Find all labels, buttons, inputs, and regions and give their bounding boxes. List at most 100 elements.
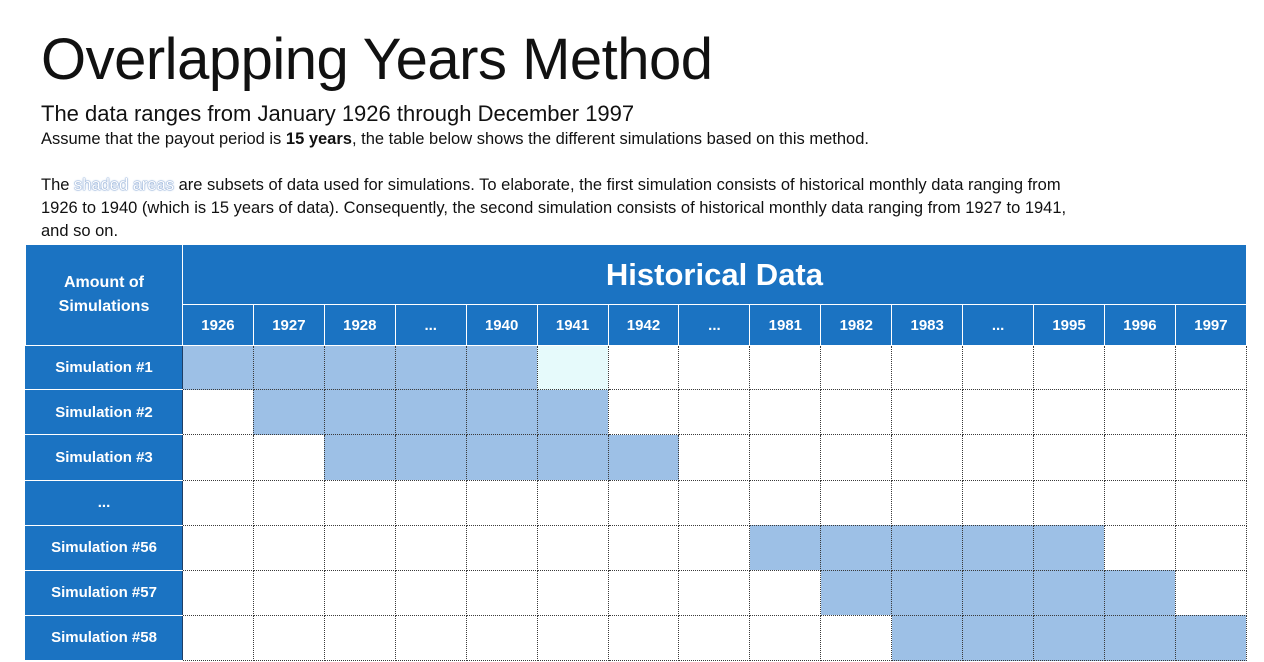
empty-cell bbox=[749, 389, 822, 436]
corner-header: Amount of Simulations bbox=[25, 243, 183, 347]
year-header: 1981 bbox=[749, 304, 822, 347]
empty-cell bbox=[962, 479, 1035, 526]
row-label: Simulation #2 bbox=[25, 389, 183, 436]
shaded-cell bbox=[536, 434, 609, 481]
shaded-cell bbox=[891, 524, 964, 571]
empty-cell bbox=[182, 614, 254, 662]
empty-cell bbox=[678, 434, 751, 481]
year-header: ... bbox=[962, 304, 1035, 347]
empty-cell bbox=[607, 479, 680, 526]
year-header: 1940 bbox=[465, 304, 538, 347]
explanation-prefix: The bbox=[41, 176, 75, 194]
row-label: Simulation #58 bbox=[25, 614, 183, 662]
shaded-cell bbox=[536, 389, 609, 436]
empty-cell bbox=[678, 524, 751, 571]
empty-cell bbox=[678, 569, 751, 616]
empty-cell bbox=[182, 569, 254, 616]
shaded-cell bbox=[323, 434, 396, 481]
empty-cell bbox=[1174, 569, 1247, 616]
shaded-cell bbox=[465, 434, 538, 481]
assumption-text: Assume that the payout period is 15 year… bbox=[41, 128, 869, 150]
row-label: ... bbox=[25, 479, 183, 526]
shaded-cell bbox=[323, 345, 396, 391]
empty-cell bbox=[252, 524, 325, 571]
empty-cell bbox=[749, 479, 822, 526]
year-header: 1942 bbox=[607, 304, 680, 347]
empty-cell bbox=[252, 569, 325, 616]
page-title: Overlapping Years Method bbox=[41, 27, 713, 92]
shaded-cell bbox=[962, 569, 1035, 616]
shaded-cell bbox=[891, 614, 964, 662]
empty-cell bbox=[465, 479, 538, 526]
corner-header-line-2: Simulations bbox=[58, 298, 150, 316]
shaded-cell bbox=[962, 524, 1035, 571]
table-row: Simulation #1 bbox=[25, 345, 1247, 391]
shaded-cell bbox=[1033, 614, 1105, 662]
explanation-line-2: 1926 to 1940 (which is 15 years of data)… bbox=[41, 199, 1067, 217]
empty-cell bbox=[536, 569, 609, 616]
shaded-cell bbox=[891, 569, 964, 616]
empty-cell bbox=[962, 389, 1035, 436]
empty-cell bbox=[394, 614, 467, 662]
empty-cell bbox=[891, 479, 964, 526]
page-subtitle: The data ranges from January 1926 throug… bbox=[41, 101, 635, 126]
row-label: Simulation #1 bbox=[25, 345, 183, 391]
shaded-cell bbox=[394, 389, 467, 436]
year-header: 1928 bbox=[323, 304, 396, 347]
empty-cell bbox=[749, 614, 822, 662]
shaded-cell bbox=[607, 434, 680, 481]
table-body: Simulation #1 Simulation #2 Simulation #3.… bbox=[25, 345, 1247, 662]
empty-cell bbox=[252, 479, 325, 526]
table-row: Simulation #56 bbox=[25, 524, 1247, 571]
shaded-cell bbox=[749, 524, 822, 571]
empty-cell bbox=[323, 569, 396, 616]
empty-cell bbox=[749, 345, 822, 391]
shaded-areas-term: shaded areas bbox=[74, 176, 175, 194]
empty-cell bbox=[607, 569, 680, 616]
empty-cell bbox=[820, 345, 893, 391]
year-header: 1995 bbox=[1033, 304, 1105, 347]
table-row: Simulation #57 bbox=[25, 569, 1247, 616]
empty-cell bbox=[1174, 389, 1247, 436]
year-header: 1996 bbox=[1103, 304, 1176, 347]
empty-cell bbox=[323, 479, 396, 526]
partial-cell bbox=[536, 345, 609, 391]
group-header: Historical Data bbox=[182, 243, 1247, 306]
corner-header-line-1: Amount of bbox=[64, 274, 144, 292]
table-row: Simulation #3 bbox=[25, 434, 1247, 481]
empty-cell bbox=[182, 434, 254, 481]
empty-cell bbox=[323, 614, 396, 662]
empty-cell bbox=[1103, 345, 1176, 391]
year-header: ... bbox=[394, 304, 467, 347]
empty-cell bbox=[182, 389, 254, 436]
shaded-cell bbox=[323, 389, 396, 436]
empty-cell bbox=[323, 524, 396, 571]
empty-cell bbox=[607, 614, 680, 662]
empty-cell bbox=[252, 434, 325, 481]
empty-cell bbox=[1033, 479, 1105, 526]
empty-cell bbox=[607, 345, 680, 391]
empty-cell bbox=[678, 345, 751, 391]
table-row: Simulation #2 bbox=[25, 389, 1247, 436]
shaded-cell bbox=[820, 524, 893, 571]
explanation-line-3: and so on. bbox=[41, 222, 119, 240]
empty-cell bbox=[536, 524, 609, 571]
empty-cell bbox=[962, 434, 1035, 481]
empty-cell bbox=[1103, 524, 1176, 571]
shaded-cell bbox=[1033, 569, 1105, 616]
row-label: Simulation #56 bbox=[25, 524, 183, 571]
empty-cell bbox=[1174, 479, 1247, 526]
empty-cell bbox=[394, 479, 467, 526]
empty-cell bbox=[1103, 389, 1176, 436]
shaded-cell bbox=[394, 345, 467, 391]
explanation-line-1-rest: are subsets of data used for simulations… bbox=[174, 176, 1061, 194]
empty-cell bbox=[891, 434, 964, 481]
year-header-row: 1926 1927 1928... 1940 1941 1942... 1981 1982 19… bbox=[26, 304, 1247, 347]
empty-cell bbox=[1103, 434, 1176, 481]
empty-cell bbox=[536, 479, 609, 526]
empty-cell bbox=[962, 345, 1035, 391]
payout-period: 15 years bbox=[285, 130, 352, 148]
shaded-cell bbox=[252, 389, 325, 436]
shaded-cell bbox=[252, 345, 325, 391]
assumption-prefix: Assume that the payout period is bbox=[41, 130, 286, 148]
